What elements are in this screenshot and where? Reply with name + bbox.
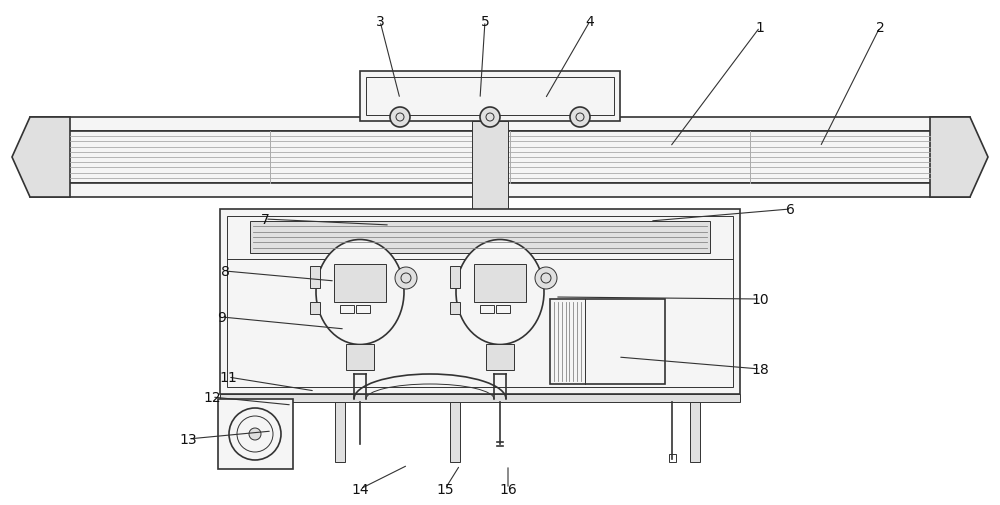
Text: 14: 14	[351, 482, 369, 496]
Bar	[496, 306, 510, 314]
Text: 5: 5	[481, 15, 489, 29]
Bar	[366, 78, 614, 116]
Bar	[550, 299, 665, 384]
Bar	[250, 222, 710, 254]
Bar	[310, 302, 320, 315]
Bar	[310, 267, 320, 288]
Circle shape	[535, 268, 557, 289]
Bar	[334, 265, 386, 302]
Bar	[450, 402, 460, 462]
Bar	[346, 344, 374, 370]
Circle shape	[570, 108, 590, 128]
Text: 4: 4	[586, 15, 594, 29]
Text: 9: 9	[218, 311, 226, 324]
Text: 7: 7	[261, 213, 269, 227]
Text: 10: 10	[751, 292, 769, 307]
Bar	[356, 306, 370, 314]
Text: 2: 2	[876, 21, 884, 35]
Polygon shape	[30, 118, 970, 132]
Bar	[220, 210, 740, 394]
Circle shape	[249, 428, 261, 440]
Text: 15: 15	[436, 482, 454, 496]
Circle shape	[390, 108, 410, 128]
Ellipse shape	[316, 240, 404, 345]
Text: 6: 6	[786, 203, 794, 217]
Text: 13: 13	[179, 432, 197, 446]
Bar	[486, 344, 514, 370]
Text: 16: 16	[499, 482, 517, 496]
Bar	[218, 399, 293, 469]
Bar	[480, 306, 494, 314]
Text: 11: 11	[219, 370, 237, 384]
Bar	[690, 402, 700, 462]
Bar	[220, 394, 740, 402]
Circle shape	[480, 108, 500, 128]
Bar	[340, 306, 354, 314]
Bar	[360, 72, 620, 122]
Circle shape	[229, 408, 281, 460]
Polygon shape	[30, 132, 970, 184]
Polygon shape	[930, 118, 988, 197]
Bar	[474, 265, 526, 302]
Polygon shape	[30, 184, 970, 197]
Bar	[669, 454, 676, 462]
Text: 3: 3	[376, 15, 384, 29]
Bar	[335, 402, 345, 462]
Bar	[472, 122, 508, 210]
Text: 1: 1	[756, 21, 764, 35]
Polygon shape	[12, 118, 70, 197]
Text: 12: 12	[203, 390, 221, 404]
Circle shape	[395, 268, 417, 289]
Ellipse shape	[456, 240, 544, 345]
Text: 18: 18	[751, 362, 769, 376]
Text: 8: 8	[221, 265, 229, 278]
Bar	[227, 217, 733, 387]
Bar	[450, 267, 460, 288]
Bar	[450, 302, 460, 315]
